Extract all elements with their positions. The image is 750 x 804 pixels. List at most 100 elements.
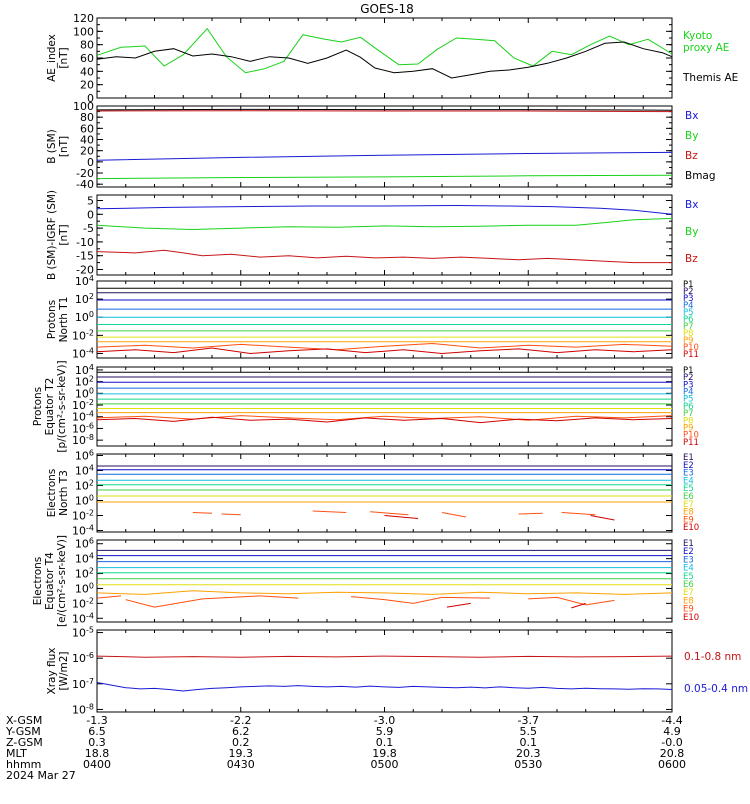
legend-item: E3 (683, 555, 694, 565)
series-bz (96, 249, 672, 264)
footer-value: -3.7 (518, 714, 539, 727)
y-axis-label: Xray flux (46, 648, 58, 695)
series-0-1-0-8-nm (96, 655, 673, 658)
legend-item: P5 (683, 308, 694, 318)
legend-item: Bz (685, 253, 698, 265)
y-tick-label: 10-6 (72, 651, 94, 665)
footer-value: 0400 (83, 758, 111, 771)
legend-item: P2 (683, 287, 694, 297)
legend-item: By (685, 226, 698, 238)
y-tick-label: 100 (75, 581, 94, 595)
legend-item: P1 (683, 280, 694, 290)
y-axis-label: North T1 (58, 297, 70, 343)
legend-item: P5 (683, 395, 694, 405)
series-e10 (571, 602, 586, 609)
footer-value: 0600 (658, 758, 686, 771)
chart-title: GOES-18 (360, 2, 414, 16)
y-tick-label: 104 (75, 363, 94, 377)
footer-value: 0500 (371, 758, 399, 771)
y-tick-label: 0 (87, 208, 94, 221)
y-tick-label: 5 (87, 195, 94, 208)
footer-value: 4.9 (663, 725, 681, 738)
y-axis-label: B (SM) (46, 129, 58, 163)
legend-item: P9 (683, 423, 694, 433)
panel-frame (96, 366, 673, 447)
y-tick-label: 20 (80, 145, 94, 158)
series-e10 (446, 602, 471, 608)
series-e9 (221, 513, 241, 516)
y-tick-label: 0 (87, 156, 94, 169)
y-tick-label: -20 (76, 263, 94, 276)
y-tick-label: 100 (75, 494, 94, 508)
legend-item: E9 (683, 605, 694, 615)
legend-item: E5 (683, 572, 694, 582)
y-tick-label: 100 (75, 310, 94, 324)
series-e9 (192, 512, 213, 514)
series-e9 (441, 596, 490, 599)
y-tick-label: 80 (80, 39, 94, 52)
y-axis-label: [nT] (58, 224, 70, 245)
panel-frame (96, 629, 673, 713)
legend-item: P8 (683, 329, 694, 339)
legend-item: P6 (683, 315, 694, 325)
series-by (96, 217, 673, 231)
legend-item: P7 (683, 409, 694, 419)
footer-row-label: X-GSM (6, 714, 42, 727)
footer-value: 19.3 (229, 747, 254, 760)
series-e9 (202, 595, 260, 600)
series-e9 (350, 596, 385, 601)
y-tick-label: 100 (75, 386, 94, 400)
y-tick-label: 10-7 (72, 677, 94, 691)
y-axis-label: Protons (32, 387, 44, 426)
legend-item: P9 (683, 336, 694, 346)
series-e9 (441, 512, 467, 518)
series-e9 (259, 595, 299, 599)
series-e9 (413, 596, 443, 604)
y-tick-label: 10-2 (72, 509, 94, 523)
footer-value: 0530 (514, 758, 542, 771)
y-axis-label: Equator T2 (44, 378, 56, 436)
footer-value: -0.0 (661, 736, 682, 749)
footer-row-label: Y-GSM (5, 725, 41, 738)
y-tick-label: 10-8 (72, 433, 94, 447)
y-tick-label: 120 (73, 12, 94, 25)
panel-bigrf: -20-15-10-505 B (SM)-IGRF (SM) [nT] Bx By Bz (46, 190, 698, 280)
legend-item: 0.05-0.4 nm (684, 683, 748, 695)
y-axis-label: [W/m2] (58, 651, 70, 690)
legend-item: By (685, 130, 698, 142)
panel-frame (96, 17, 673, 99)
legend-item: Bx (685, 199, 698, 211)
y-tick-label: 106 (75, 537, 94, 551)
y-tick-label: 106 (75, 449, 94, 463)
footer-value: 0.1 (520, 736, 538, 749)
panel-p1: 10-4 10-2 100 102 104 Protons North T1 P1P2P3P4… (46, 274, 699, 360)
series-e10 (590, 515, 615, 521)
footer-row-label: Z-GSM (6, 736, 43, 749)
y-axis-label: [nT] (58, 136, 70, 157)
y-axis-label: B (SM)-IGRF (SM) (46, 190, 58, 280)
series-bx (96, 151, 673, 161)
legend-item: P11 (683, 438, 699, 448)
y-axis-label: AE_index (46, 34, 58, 82)
legend-item: E2 (683, 461, 694, 471)
y-axis-label: [nT] (58, 47, 70, 68)
footer-value: 0430 (227, 758, 255, 771)
legend-item: P3 (683, 294, 694, 304)
y-tick-label: 102 (75, 292, 94, 306)
footer-value: 19.8 (372, 747, 397, 760)
series-e9 (154, 598, 203, 608)
y-tick-label: 60 (80, 52, 94, 65)
y-tick-label: -5 (83, 222, 94, 235)
footer-value: 20.3 (516, 747, 541, 760)
series-bx (96, 204, 673, 215)
legend-item: P6 (683, 402, 694, 412)
footer-value: 5.5 (520, 725, 538, 738)
y-tick-label: 80 (80, 111, 94, 124)
y-axis-label: Electrons (32, 557, 44, 606)
footer-row-label: MLT (6, 747, 27, 760)
y-tick-label: 60 (80, 122, 94, 135)
y-tick-label: 10-8 (72, 702, 94, 716)
